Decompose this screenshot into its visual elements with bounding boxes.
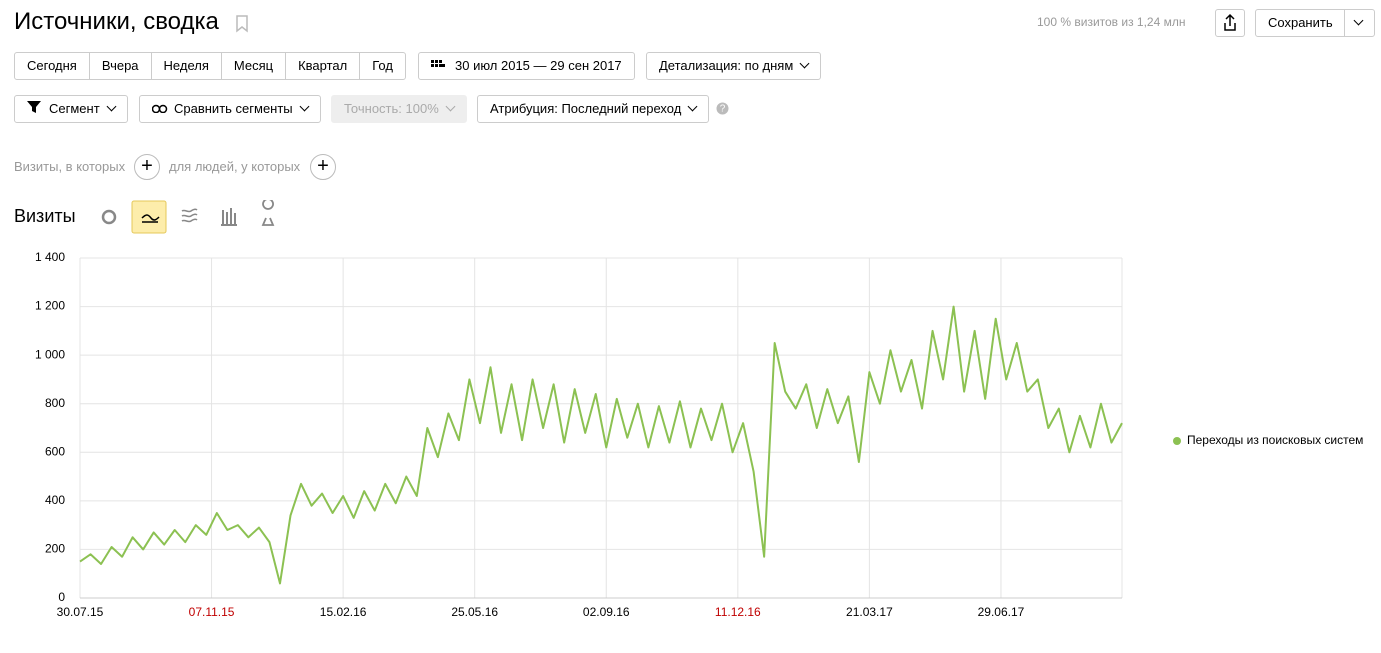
area-type[interactable]: [181, 208, 198, 223]
period-button[interactable]: Неделя: [150, 53, 221, 79]
attribution-text: Атрибуция: Последний переход: [490, 101, 682, 116]
filter-icon: [27, 101, 41, 113]
section-title: Визиты: [14, 206, 76, 226]
y-tick-label: 1 200: [35, 299, 65, 313]
period-button[interactable]: Вчера: [88, 53, 151, 79]
svg-text:?: ?: [720, 104, 726, 115]
detail-text: Детализация: по дням: [659, 58, 794, 73]
x-tick-label: 30.07.15: [57, 605, 104, 619]
compare-text: Сравнить сегменты: [174, 101, 293, 116]
sample-info: 100 % визитов из 1,24 млн: [1037, 15, 1186, 29]
page-title: Источники, сводка: [14, 8, 219, 35]
save-menu[interactable]: [1344, 9, 1375, 37]
compare-button[interactable]: Сравнить сегменты: [139, 95, 321, 123]
x-tick-label: 15.02.16: [320, 605, 367, 619]
y-tick-label: 800: [45, 396, 65, 410]
help-icon[interactable]: ?: [716, 102, 729, 115]
period-button[interactable]: Месяц: [220, 53, 285, 79]
period-button[interactable]: Год: [359, 53, 405, 79]
period-button[interactable]: Сегодня: [27, 58, 77, 73]
share-icon: [1224, 13, 1236, 31]
add-visit-filter[interactable]: +: [134, 154, 160, 180]
compare-icon: [151, 104, 168, 114]
people-filter-label: для людей, у которых: [169, 159, 301, 174]
chart-type-switcher: [101, 200, 275, 234]
bookmark-icon[interactable]: [236, 15, 248, 33]
x-tick-label: 11.12.16: [715, 605, 761, 619]
pie-type[interactable]: [101, 209, 117, 225]
add-people-filter[interactable]: +: [310, 154, 336, 180]
date-range-text: 30 июл 2015 — 29 сен 2017: [455, 58, 622, 73]
x-tick-label: 02.09.16: [583, 605, 630, 619]
legend-marker: [1173, 437, 1181, 445]
x-tick-label: 07.11.15: [189, 605, 235, 619]
line-type-icon: [141, 214, 160, 223]
series-line: [79, 305, 1123, 585]
visits-filter-label: Визиты, в которых: [14, 159, 126, 174]
map-type[interactable]: [261, 200, 275, 226]
chart: 0 200 400 600 800 1 000 1 200 1 400 30.07.15 07.1…: [35, 250, 1363, 619]
save-button[interactable]: Сохранить: [1255, 9, 1346, 37]
y-tick-label: 600: [45, 444, 65, 458]
bar-type[interactable]: [221, 208, 237, 226]
segment-button[interactable]: Сегмент: [14, 95, 128, 123]
legend-label[interactable]: Переходы из поисковых систем: [1187, 433, 1363, 447]
attribution-select[interactable]: Атрибуция: Последний переход: [477, 95, 710, 123]
y-tick-label: 1 000: [35, 347, 65, 361]
accuracy-select: Точность: 100%: [331, 95, 467, 123]
y-tick-label: 1 400: [35, 250, 65, 264]
y-tick-label: 0: [58, 590, 65, 604]
x-tick-label: 21.03.17: [846, 605, 893, 619]
accuracy-text: Точность: 100%: [344, 101, 439, 116]
x-tick-label: 25.05.16: [451, 605, 498, 619]
share-button[interactable]: [1215, 9, 1245, 37]
calendar-icon: [431, 60, 445, 67]
x-tick-label: 29.06.17: [978, 605, 1025, 619]
line-type[interactable]: [131, 200, 167, 234]
date-range[interactable]: 30 июл 2015 — 29 сен 2017: [418, 52, 635, 80]
y-tick-label: 400: [45, 493, 65, 507]
detail-select[interactable]: Детализация: по дням: [646, 52, 822, 80]
segment-text: Сегмент: [49, 101, 100, 116]
y-tick-label: 200: [45, 542, 65, 556]
period-group: Сегодня Вчера Неделя Месяц Квартал Год: [14, 52, 406, 80]
period-button[interactable]: Квартал: [285, 53, 359, 79]
